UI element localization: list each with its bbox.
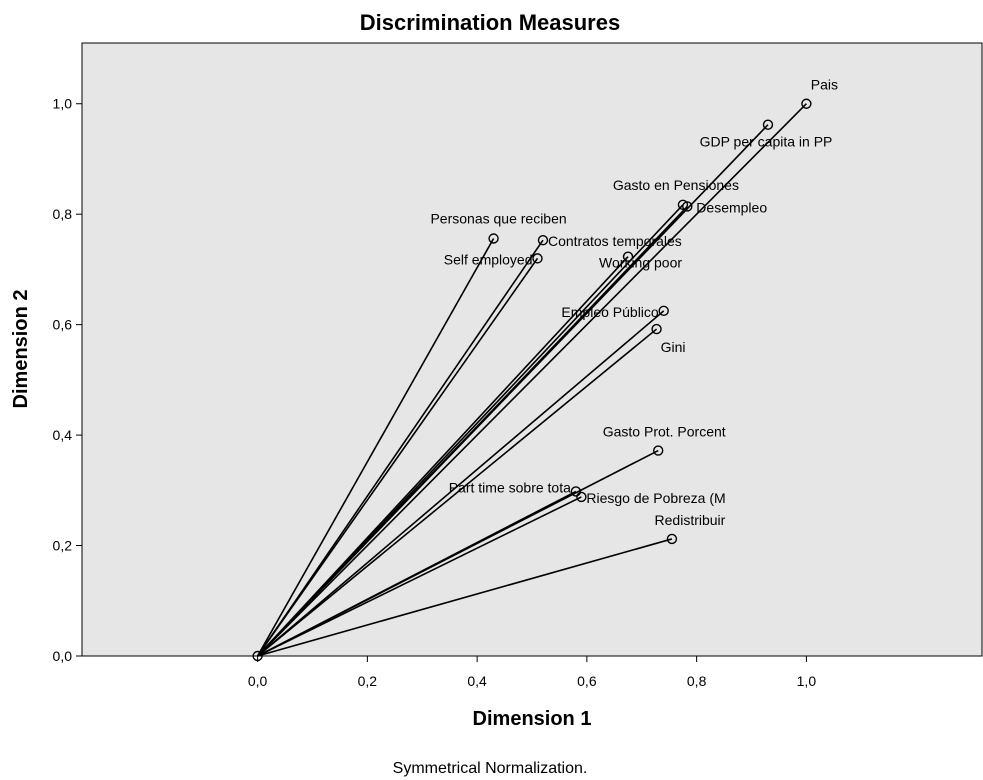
y-tick-label: 0,4: [53, 427, 73, 443]
point-label: Gasto en Pensiones: [613, 177, 739, 193]
point-label: Riesgo de Pobreza (M: [586, 490, 725, 506]
vector-line: [257, 538, 673, 657]
vector-line: [256, 238, 495, 657]
point-label: Working poor: [599, 255, 682, 271]
vector-line: [256, 239, 544, 657]
vector-line: [257, 103, 807, 657]
point-label: Contratos temporales: [548, 233, 682, 249]
y-axis-label: Dimension 2: [10, 290, 32, 409]
x-axis-label: Dimension 1: [473, 708, 592, 730]
vector-line: [257, 310, 665, 657]
x-tick-label: 0,8: [687, 673, 707, 689]
y-tick-label: 0,0: [53, 648, 73, 664]
vector-line: [257, 490, 577, 657]
point-marker: [537, 234, 549, 246]
point-label: Pais: [811, 77, 838, 93]
point-marker: [651, 323, 662, 335]
point-marker: [622, 251, 634, 262]
y-tick-label: 0,2: [53, 538, 73, 554]
chart-title: Discrimination Measures: [360, 10, 620, 35]
point-label: Gini: [661, 339, 686, 355]
point-labels-layer: Pais GDP per capita in PP Gasto en Pension…: [430, 77, 838, 528]
y-tick-label: 0,8: [53, 206, 73, 222]
point-marker: [666, 533, 678, 545]
normalization-footnote: Symmetrical Normalization.: [393, 760, 588, 777]
point-marker: [677, 199, 689, 211]
y-tick-label: 1,0: [53, 96, 73, 112]
x-tick-label: 0,4: [467, 673, 487, 689]
point-marker: [658, 305, 669, 317]
x-tick-label: 0,0: [248, 673, 268, 689]
point-label: Desempleo: [696, 199, 767, 215]
point-label: Part time sobre tota: [449, 479, 571, 495]
y-tick-label: 0,6: [53, 317, 73, 333]
point-marker: [532, 253, 543, 264]
point-label: Personas que reciben: [430, 210, 566, 226]
vector-line: [257, 328, 658, 657]
point-label: GDP per capita in PP: [700, 134, 833, 150]
x-axis: 0,0 0,2 0,4 0,6 0,8 1,0: [248, 656, 816, 689]
plot-area: [81, 42, 983, 657]
vector-line: [257, 205, 688, 657]
vector-line: [257, 496, 582, 657]
point-label: Self employed: [444, 251, 533, 267]
markers-layer: [252, 98, 812, 662]
point-label: Gasto Prot. Porcent: [603, 424, 726, 440]
point-marker: [576, 491, 587, 503]
x-tick-label: 0,6: [577, 673, 597, 689]
point-marker: [488, 233, 499, 244]
point-marker: [801, 98, 812, 109]
y-axis: 0,0 0,2 0,4 0,6 0,8 1,0: [53, 96, 82, 664]
point-marker: [682, 201, 693, 212]
point-label: Empleo Público: [561, 304, 658, 320]
x-tick-label: 0,2: [358, 673, 378, 689]
x-tick-label: 1,0: [797, 673, 817, 689]
point-marker: [570, 486, 582, 497]
vector-line: [257, 256, 629, 657]
point-label: Redistribuir: [655, 512, 726, 528]
vectors-layer: [256, 103, 807, 657]
point-marker: [653, 445, 664, 456]
vector-line: [256, 257, 539, 657]
point-marker: [762, 119, 774, 130]
